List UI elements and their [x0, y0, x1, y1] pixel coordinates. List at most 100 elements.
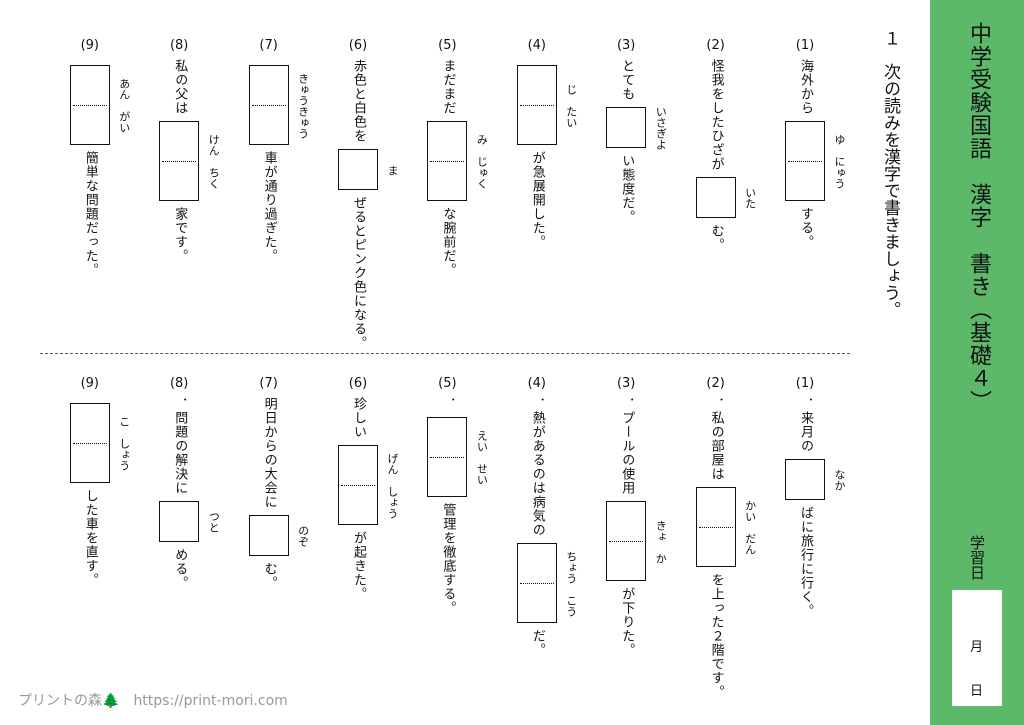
site-name: プリントの森🌲 [18, 693, 120, 709]
question-number: (5) [438, 376, 457, 391]
question-text-after: める。 [172, 548, 188, 590]
box-divider [72, 443, 107, 444]
reading: こ しょう [117, 416, 131, 471]
question-text-after: 家です。 [172, 207, 188, 263]
box-divider [519, 583, 554, 584]
question: (7) 明日からの大会に のぞ む。 [248, 376, 310, 590]
question-text-after: 簡単な問題だった。 [82, 151, 98, 277]
answer-box-wrap: かい だん [695, 487, 757, 567]
answer-box [159, 121, 200, 201]
question: (7) きゅうきゅう 車が通り過ぎた。 [248, 38, 310, 263]
answer-box [606, 501, 647, 581]
reading: つと [207, 511, 221, 533]
reading: えい せい [475, 430, 489, 485]
question: (5) まだまだみ じゅく な腕前だ。 [427, 38, 488, 277]
site-url: https://print-mori.com [133, 693, 288, 709]
month: 月 [970, 640, 984, 655]
box-divider [251, 105, 286, 106]
date-label: 学習日 [968, 535, 986, 580]
answer-box-wrap: じ たい [516, 65, 578, 145]
answer-box-wrap: いた [695, 177, 757, 218]
question-text-before: ． [440, 397, 456, 411]
answer-box-wrap: けん ちく [159, 121, 220, 201]
question: (3) ．プールの使用 きょ かが下りた。 [606, 376, 667, 657]
question-number: (7) [259, 376, 278, 391]
instruction: １ 次の読みを漢字で書きましょう。 [878, 30, 903, 318]
question: (3) とても いさぎよ い態度だ。 [606, 38, 667, 224]
question-number: (4) [527, 38, 546, 53]
answer-box [695, 487, 736, 567]
reading: かい だん [743, 500, 757, 555]
sidebar: 中学受験国語 漢字 書き（基礎４） 学習日 月 日 [930, 0, 1024, 725]
question: (4) じ たいが急展開した。 [516, 38, 578, 249]
question-number: (1) [795, 376, 815, 391]
answer-box [338, 445, 378, 525]
reading: なか [833, 469, 846, 491]
answer-box [427, 417, 468, 497]
answer-box-wrap: み じゅく [427, 121, 488, 201]
question-number: (7) [259, 38, 278, 53]
answer-box-wrap: ま [338, 149, 399, 190]
question-text-after: が下りた。 [619, 587, 635, 657]
question-text-after: ばに旅行に行く。 [798, 506, 813, 618]
question-text-after: が起きた。 [351, 531, 366, 601]
reading: きょ か [654, 519, 668, 564]
box-divider [72, 105, 107, 106]
box-divider [788, 161, 822, 162]
question-text-before: 私の父は [172, 59, 188, 115]
answer-box [785, 459, 825, 500]
answer-box-wrap: のぞ [248, 515, 310, 556]
question: (1) ．来月のなかばに旅行に行く。 [785, 376, 846, 618]
question-number: (8) [169, 38, 189, 53]
question-number: (9) [80, 376, 99, 391]
question-text-after: が急展開した。 [529, 151, 545, 249]
question: (8) 私の父はけん ちく家です。 [159, 38, 220, 263]
question-text-after: い態度だ。 [619, 154, 635, 224]
date-box: 月 日 [952, 590, 1002, 706]
question: (6) 珍しい げん しょう が起きた。 [338, 376, 399, 601]
question-text-after: だ。 [529, 629, 545, 657]
question: (5) ． えい せい管理を徹底する。 [427, 376, 488, 615]
question-number: (3) [616, 376, 636, 391]
question-text-after: する。 [798, 207, 813, 249]
answer-box [785, 121, 825, 201]
reading: ゆ にゅう [833, 134, 846, 189]
reading: いさぎよ [654, 106, 668, 150]
answer-box [69, 65, 110, 145]
question-text-after: した車を直す。 [82, 489, 98, 587]
instruction-text: 次の読みを漢字で書きましょう。 [880, 63, 900, 318]
question-number: (9) [80, 38, 99, 53]
question-number: (2) [706, 376, 725, 391]
question: (4) ．熱があるのは病気の ちょう こう だ。 [516, 376, 578, 657]
box-divider [162, 161, 197, 162]
question-text-after: む。 [708, 224, 724, 252]
box-divider [519, 105, 554, 106]
question-text-after: 管理を徹底する。 [440, 503, 456, 615]
question-text-before: ．問題の解決に [172, 397, 188, 495]
answer-box-wrap: ゆ にゅう [785, 121, 846, 201]
answer-box-wrap: なか [785, 459, 846, 500]
answer-box-wrap: げん しょう [338, 445, 399, 525]
question: (6) 赤色と白色をまぜるとピンク色になる。 [338, 38, 399, 350]
divider [40, 353, 850, 354]
box-divider [341, 485, 375, 486]
answer-box [248, 65, 289, 145]
question-text-before: ．私の部屋は [708, 397, 724, 481]
question: (2) ．私の部屋はかい だんを上った２階です。 [695, 376, 757, 699]
question: (2) 怪我をしたひざがいた む。 [695, 38, 757, 252]
answer-box-wrap: ちょう こう [516, 543, 578, 623]
answer-box [69, 403, 110, 483]
question-text-before: 珍しい [351, 397, 366, 439]
question-number: (6) [348, 38, 368, 53]
question-text-after: を上った２階です。 [708, 573, 724, 699]
question-text-before: とても [619, 59, 635, 101]
reading: いた [743, 187, 757, 209]
question-text-before: 怪我をしたひざが [708, 59, 724, 171]
question-number: (1) [795, 38, 815, 53]
question-number: (2) [706, 38, 725, 53]
answer-box [516, 65, 557, 145]
question-text-before: ．熱があるのは病気の [529, 397, 545, 537]
reading: ま [386, 164, 399, 176]
question-text-before: ．来月の [798, 397, 813, 453]
